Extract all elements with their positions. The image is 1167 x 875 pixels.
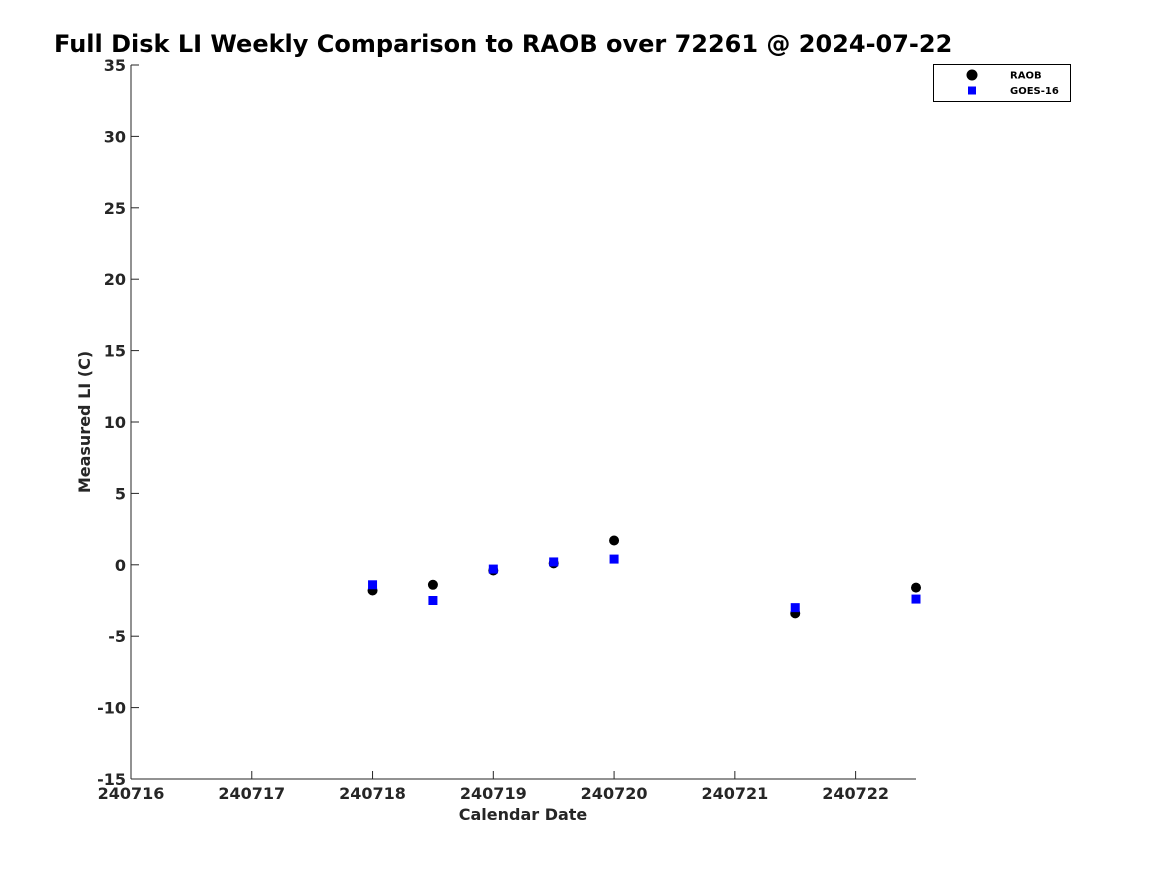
y-tick-label: -5	[108, 627, 126, 646]
y-tick-label: 10	[104, 413, 126, 432]
plot-marks	[367, 535, 921, 619]
plot-axes: -15 -10 -5 0 5 10 15 20 25 30 35 240716 240717 240718…	[97, 56, 916, 803]
x-tick-label: 240716	[98, 784, 165, 803]
legend-label: RAOB	[1010, 71, 1042, 82]
y-axis-label: Measured LI (C)	[75, 351, 94, 493]
y-tick-label: 20	[104, 270, 126, 289]
legend-raob-marker	[966, 69, 978, 81]
y-tick-label: 0	[115, 556, 126, 575]
goes-16-point	[368, 580, 378, 590]
y-tick-label: 30	[104, 127, 126, 146]
y-tick-label: 5	[115, 484, 126, 503]
goes-16-point	[609, 554, 619, 564]
y-tick-label: -10	[97, 699, 126, 718]
goes-16-point	[549, 557, 559, 567]
x-tick-label: 240721	[701, 784, 768, 803]
x-tick-label: 240722	[822, 784, 889, 803]
chart-title: Full Disk LI Weekly Comparison to RAOB o…	[54, 30, 952, 58]
y-tick-label: 35	[104, 56, 126, 75]
x-axis-label: Calendar Date	[459, 805, 588, 824]
legend-goes-16-marker	[968, 86, 976, 95]
y-tick-label: 15	[104, 342, 126, 361]
legend-box	[933, 64, 1071, 102]
raob-point	[427, 579, 438, 590]
x-tick-label: 240720	[581, 784, 648, 803]
legend-label: GOES-16	[1010, 86, 1059, 97]
y-tick-label: -15	[97, 770, 126, 789]
goes-16-point	[428, 596, 438, 605]
raob-point	[911, 582, 921, 593]
y-tick-label: 25	[104, 199, 126, 218]
x-tick-label: 240719	[460, 784, 527, 803]
goes-16-point	[790, 603, 800, 613]
x-tick-label: 240717	[218, 784, 285, 803]
goes-16-point	[488, 564, 498, 574]
x-tick-label: 240718	[339, 784, 406, 803]
legend: RAOB GOES-16	[933, 64, 1071, 102]
goes-16-point	[911, 594, 921, 604]
raob-point	[609, 535, 620, 546]
